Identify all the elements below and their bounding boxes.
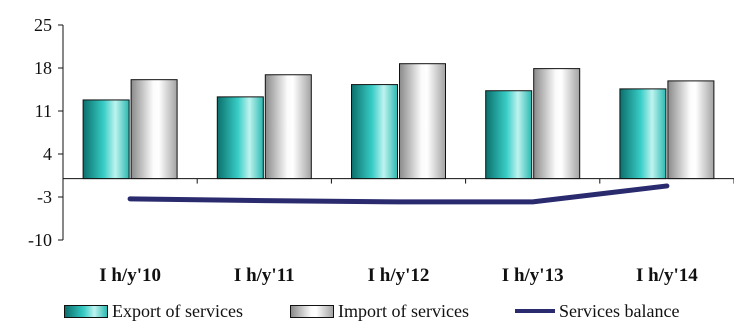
x-tick-label: I h/y'14 xyxy=(636,265,698,286)
bar-import xyxy=(667,80,715,180)
y-tick-label: 11 xyxy=(35,101,52,121)
legend-swatch-export xyxy=(64,304,108,318)
legend-item-import: Import of services xyxy=(290,300,469,322)
x-tick-label: I h/y'10 xyxy=(99,265,161,286)
y-tick-label: 4 xyxy=(43,144,52,164)
legend-label-import: Import of services xyxy=(338,300,469,321)
bar-export xyxy=(216,96,264,180)
legend-item-export: Export of services xyxy=(64,300,243,322)
bar-export xyxy=(351,84,398,180)
x-tick-label: I h/y'13 xyxy=(502,265,564,286)
bar-import xyxy=(130,79,178,180)
series-line-balance xyxy=(127,183,670,205)
legend-item-balance: Services balance xyxy=(515,300,679,322)
bar-import xyxy=(399,63,446,180)
x-tick-label: I h/y'12 xyxy=(368,265,430,286)
bar-export xyxy=(82,99,130,180)
y-tick-label: 18 xyxy=(34,58,52,78)
legend-label-balance: Services balance xyxy=(559,300,680,321)
legend-line-balance xyxy=(515,309,555,313)
legend-label-export: Export of services xyxy=(112,300,243,321)
bar-export xyxy=(485,90,533,180)
y-tick-label: -3 xyxy=(37,187,52,207)
legend-swatch-import xyxy=(290,304,334,318)
x-tick-label: I h/y'11 xyxy=(234,265,295,286)
bar-import xyxy=(533,68,581,180)
bar-import xyxy=(264,74,312,180)
services-chart: 25 18 11 4 -3 -10 I h/y'10 I h/y'11 I h/y'12 I h… xyxy=(28,15,734,286)
legend: Export of services Import of services Se… xyxy=(0,300,734,322)
bar-export xyxy=(619,88,667,180)
y-tick-label: 25 xyxy=(34,15,52,35)
y-tick-label: -10 xyxy=(28,230,52,250)
